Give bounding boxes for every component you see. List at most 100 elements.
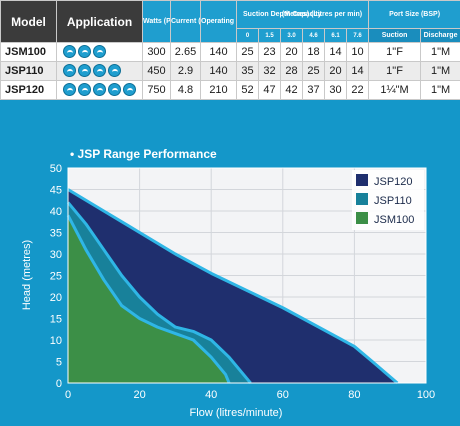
pump-application-icon bbox=[123, 83, 136, 97]
watts-value: 450 bbox=[142, 61, 171, 81]
flow-value: 47 bbox=[258, 80, 281, 100]
flow-value: 35 bbox=[236, 61, 259, 81]
header-depth: 4.6 bbox=[302, 28, 325, 43]
flow-value: 23 bbox=[258, 42, 281, 62]
flow-value: 20 bbox=[280, 42, 303, 62]
pump-application-icon bbox=[93, 83, 106, 97]
header-watts: Watts (P2) bbox=[142, 0, 171, 43]
header-depth: 1.5 bbox=[258, 28, 281, 43]
model-name: JSP120 bbox=[0, 80, 57, 100]
x-tick-label: 80 bbox=[348, 389, 360, 401]
flow-value: 37 bbox=[302, 80, 325, 100]
current-value: 2.65 bbox=[170, 42, 201, 62]
header-current: Current (Amps) bbox=[170, 0, 201, 43]
flow-value: 20 bbox=[324, 61, 347, 81]
watts-value: 750 bbox=[142, 80, 171, 100]
application-icons bbox=[56, 80, 143, 100]
header-model: Model bbox=[0, 0, 57, 43]
legend-label: JSP110 bbox=[374, 195, 412, 207]
discharge-port-value: 1"M bbox=[420, 61, 460, 81]
watts-value: 300 bbox=[142, 42, 171, 62]
plot-area: 0 5 10 15 20 25 30 35 40 45 50 0 20 40 60 80 100 JSP120 JS… bbox=[50, 163, 435, 401]
legend-label: JSM100 bbox=[374, 214, 414, 226]
header-suction: Suction bbox=[368, 28, 422, 43]
header-depth: 6.1 bbox=[324, 28, 347, 43]
table-row: JSP110 450 2.9 140 35 32 28 25 20 14 1"F… bbox=[0, 61, 460, 81]
y-tick-label: 40 bbox=[50, 206, 62, 218]
discharge-port-value: 1"M bbox=[420, 80, 460, 100]
y-tick-label: 15 bbox=[50, 314, 62, 326]
chart-title: • JSP Range Performance bbox=[70, 147, 217, 161]
application-icons bbox=[56, 61, 143, 81]
y-tick-label: 35 bbox=[50, 228, 62, 240]
current-value: 2.9 bbox=[170, 61, 201, 81]
header-suction-units: (Metres) (Litres per min) bbox=[281, 10, 363, 18]
plot-frame bbox=[67, 167, 427, 384]
legend-label: JSP120 bbox=[374, 176, 413, 188]
suction-port-value: 1"F bbox=[368, 61, 422, 81]
pump-application-icon bbox=[63, 45, 76, 59]
y-axis-label: Head (metres) bbox=[21, 240, 33, 310]
flow-value: 14 bbox=[345, 61, 370, 81]
y-tick-label: 30 bbox=[50, 249, 62, 261]
header-application: Application bbox=[56, 0, 143, 43]
flow-value: 10 bbox=[345, 42, 370, 62]
model-name: JSP110 bbox=[0, 61, 57, 81]
performance-chart: • JSP Range Performance 0 5 10 15 20 25 30 35 40… bbox=[21, 147, 435, 419]
header-pressure: Operating Pressure (kPa) bbox=[200, 0, 237, 43]
pump-application-icon bbox=[108, 83, 121, 97]
suction-port-value: 1¼"M bbox=[368, 80, 422, 100]
flow-value: 42 bbox=[280, 80, 303, 100]
x-axis-label: Flow (litres/minute) bbox=[190, 407, 283, 419]
flow-value: 22 bbox=[345, 80, 370, 100]
pump-application-icon bbox=[63, 83, 76, 97]
y-tick-label: 5 bbox=[56, 357, 62, 369]
header-depth: 0 bbox=[236, 28, 259, 43]
flow-value: 14 bbox=[324, 42, 347, 62]
flow-value: 25 bbox=[302, 61, 325, 81]
pump-application-icon bbox=[78, 83, 91, 97]
series-line-jsm100 bbox=[66, 214, 231, 384]
legend-swatch bbox=[356, 193, 368, 205]
header-suction-depth: (Metres) (Litres per min) Suction Depth … bbox=[235, 0, 370, 29]
current-value: 4.8 bbox=[170, 80, 201, 100]
pump-application-icon bbox=[108, 64, 121, 78]
header-suction-depth-label: Suction Depth Capacity bbox=[243, 10, 322, 18]
discharge-port-value: 1"M bbox=[420, 42, 460, 62]
header-depth: 7.6 bbox=[345, 28, 370, 43]
flow-value: 28 bbox=[280, 61, 303, 81]
pump-application-icon bbox=[93, 45, 106, 59]
flow-value: 25 bbox=[236, 42, 259, 62]
y-tick-label: 45 bbox=[50, 185, 62, 197]
header-discharge: Discharge bbox=[420, 28, 460, 43]
series-line-jsp110 bbox=[66, 201, 252, 384]
x-tick-label: 20 bbox=[133, 389, 145, 401]
series-area-jsm100 bbox=[68, 215, 230, 383]
series-line-jsp120 bbox=[67, 188, 399, 385]
flow-value: 52 bbox=[236, 80, 259, 100]
y-tick-label: 20 bbox=[50, 292, 62, 304]
spec-table: Model Application Watts (P2) Current (Am… bbox=[0, 0, 460, 100]
flow-value: 30 bbox=[324, 80, 347, 100]
x-tick-label: 100 bbox=[417, 389, 435, 401]
table-row: JSM100 300 2.65 140 25 23 20 18 14 10 1"… bbox=[0, 42, 460, 62]
pump-application-icon bbox=[63, 64, 76, 78]
y-tick-label: 25 bbox=[50, 271, 62, 283]
pump-application-icon bbox=[78, 45, 91, 59]
application-icons bbox=[56, 42, 143, 62]
table-row: JSP120 750 4.8 210 52 47 42 37 30 22 1¼"… bbox=[0, 80, 460, 100]
legend-swatch bbox=[356, 174, 368, 186]
y-tick-label: 10 bbox=[50, 335, 62, 347]
pressure-value: 140 bbox=[200, 61, 237, 81]
flow-value: 18 bbox=[302, 42, 325, 62]
legend-swatch bbox=[356, 212, 368, 224]
pump-application-icon bbox=[93, 64, 106, 78]
y-tick-label: 0 bbox=[56, 378, 62, 390]
model-name: JSM100 bbox=[0, 42, 57, 62]
pressure-value: 210 bbox=[200, 80, 237, 100]
pump-application-icon bbox=[78, 64, 91, 78]
pressure-value: 140 bbox=[200, 42, 237, 62]
flow-value: 32 bbox=[258, 61, 281, 81]
x-tick-label: 0 bbox=[65, 389, 71, 401]
header-depth: 3.0 bbox=[280, 28, 303, 43]
